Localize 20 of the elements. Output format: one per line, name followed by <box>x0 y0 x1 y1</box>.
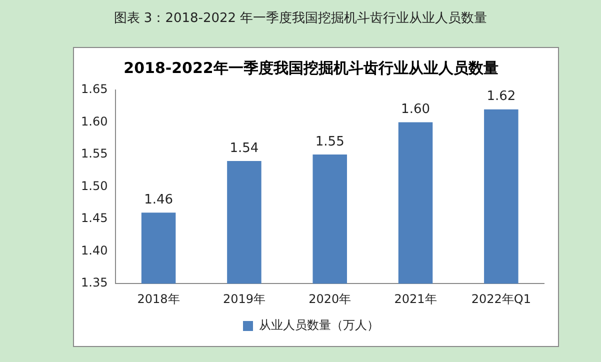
text: 图表 3：2018-2022 年一季度我国挖掘机斗齿行业从业人员数量 <box>112 10 488 27</box>
data-label: 1.55 <box>315 134 344 150</box>
x-tick-label: 2021年 <box>394 292 437 306</box>
y-tick-label: 1.50 <box>81 178 108 193</box>
chart-title: 2018-2022年一季度我国挖掘机斗齿行业从业人员数量 <box>124 58 498 77</box>
y-tick-label: 1.60 <box>81 114 108 128</box>
y-tick-label: 1.40 <box>81 243 108 258</box>
legend-label: 从业人员数量（万人） <box>259 318 379 332</box>
x-tick-label: 2020年 <box>308 292 352 306</box>
data-label: 1.60 <box>401 102 430 118</box>
x-tick-label: 2018年 <box>137 292 180 306</box>
y-tick-label: 1.55 <box>81 146 108 161</box>
y-tick-label: 1.45 <box>81 211 108 226</box>
x-tick-label: 2022年Q1 <box>471 292 531 306</box>
x-tick-label: 2019年 <box>222 292 266 306</box>
data-label: 1.62 <box>486 89 516 104</box>
data-label: 1.46 <box>144 192 174 208</box>
data-label: 1.54 <box>230 140 259 156</box>
y-tick-label: 1.35 <box>81 276 108 290</box>
y-tick-label: 1.65 <box>81 82 108 96</box>
